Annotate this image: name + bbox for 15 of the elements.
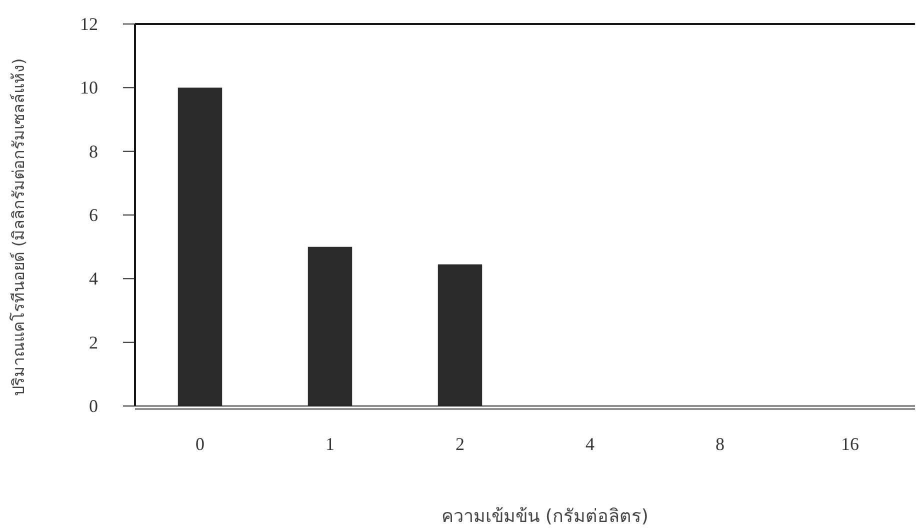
y-tick-label: 0 [89,396,98,416]
x-tick-label: 1 [326,434,334,454]
x-tick-label: 0 [196,434,204,454]
y-tick-label: 8 [89,141,98,162]
y-tick-label: 4 [89,268,98,289]
y-tick-label: 10 [80,78,98,98]
y-axis-title: ปริมาณแคโรทีนอยด์ (มิลลิกรัมต่อกรัมเซลล์แห้ง) [9,58,28,396]
x-axis-title: ความเข้มข้น (กรัมต่อลิตร) [442,506,648,527]
x-tick-label: 8 [716,434,724,454]
x-tick-label: 16 [841,434,859,454]
y-tick-label: 2 [89,332,98,352]
y-tick-label: 6 [89,205,98,225]
x-tick-label: 2 [456,434,464,454]
y-tick-label: 12 [80,14,98,34]
x-tick-label: 4 [586,434,594,454]
